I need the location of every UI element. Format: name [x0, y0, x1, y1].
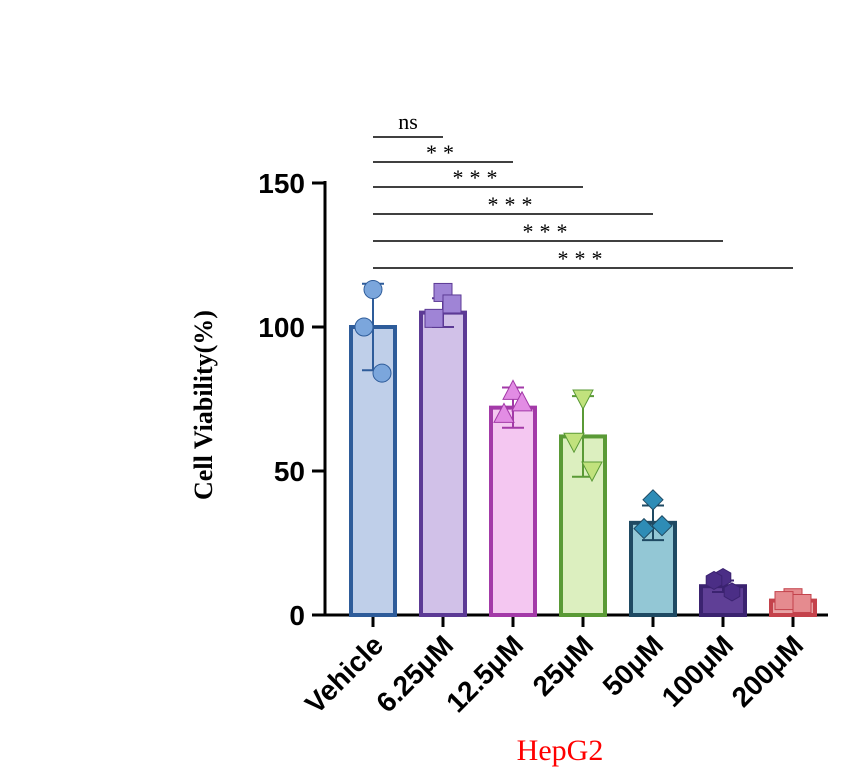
significance-label: *** [558, 246, 609, 271]
x-tick-label: Vehicle [299, 629, 389, 719]
y-tick-label: 150 [258, 168, 305, 199]
data-point [633, 517, 655, 540]
data-points-group [354, 280, 812, 613]
significance-label: *** [453, 165, 504, 190]
data-point [563, 432, 585, 454]
y-axis-label: Cell Viability(%) [189, 310, 218, 500]
x-tick-label: 200μM [726, 629, 810, 713]
data-point [651, 515, 673, 537]
y-tick-label: 0 [289, 600, 305, 631]
data-point [372, 363, 392, 383]
data-point [705, 570, 723, 591]
data-point [493, 402, 515, 423]
bar [489, 405, 537, 618]
x-tick-label: 25μM [527, 629, 600, 702]
data-point [572, 389, 594, 411]
data-point [642, 489, 664, 511]
x-tick-label: 6.25μM [370, 629, 459, 718]
y-tick-label: 100 [258, 312, 305, 343]
data-point [363, 280, 383, 300]
significance-label: *** [488, 192, 539, 217]
data-point [442, 294, 462, 314]
data-point [424, 308, 444, 328]
labels-group: Cell Viability(%) HepG2 [189, 310, 603, 767]
data-point [774, 591, 794, 611]
data-point [511, 390, 533, 412]
bar [419, 310, 467, 617]
data-point [723, 582, 741, 602]
significance-label: *** [523, 219, 574, 244]
y-tick-label: 50 [274, 456, 305, 487]
significance-label: ns [398, 109, 418, 134]
data-point [581, 461, 603, 483]
x-axis-label: HepG2 [517, 734, 604, 767]
data-point [354, 317, 374, 337]
x-tick-label: 12.5μM [440, 629, 529, 718]
data-point [502, 379, 524, 400]
data-point [792, 593, 812, 613]
significance-group: ns************** [373, 109, 793, 271]
x-tick-label: 100μM [656, 629, 740, 713]
significance-label: ** [426, 140, 460, 165]
axes: 050100150Vehicle6.25μM12.5μM25μM50μM100μ… [258, 168, 828, 719]
